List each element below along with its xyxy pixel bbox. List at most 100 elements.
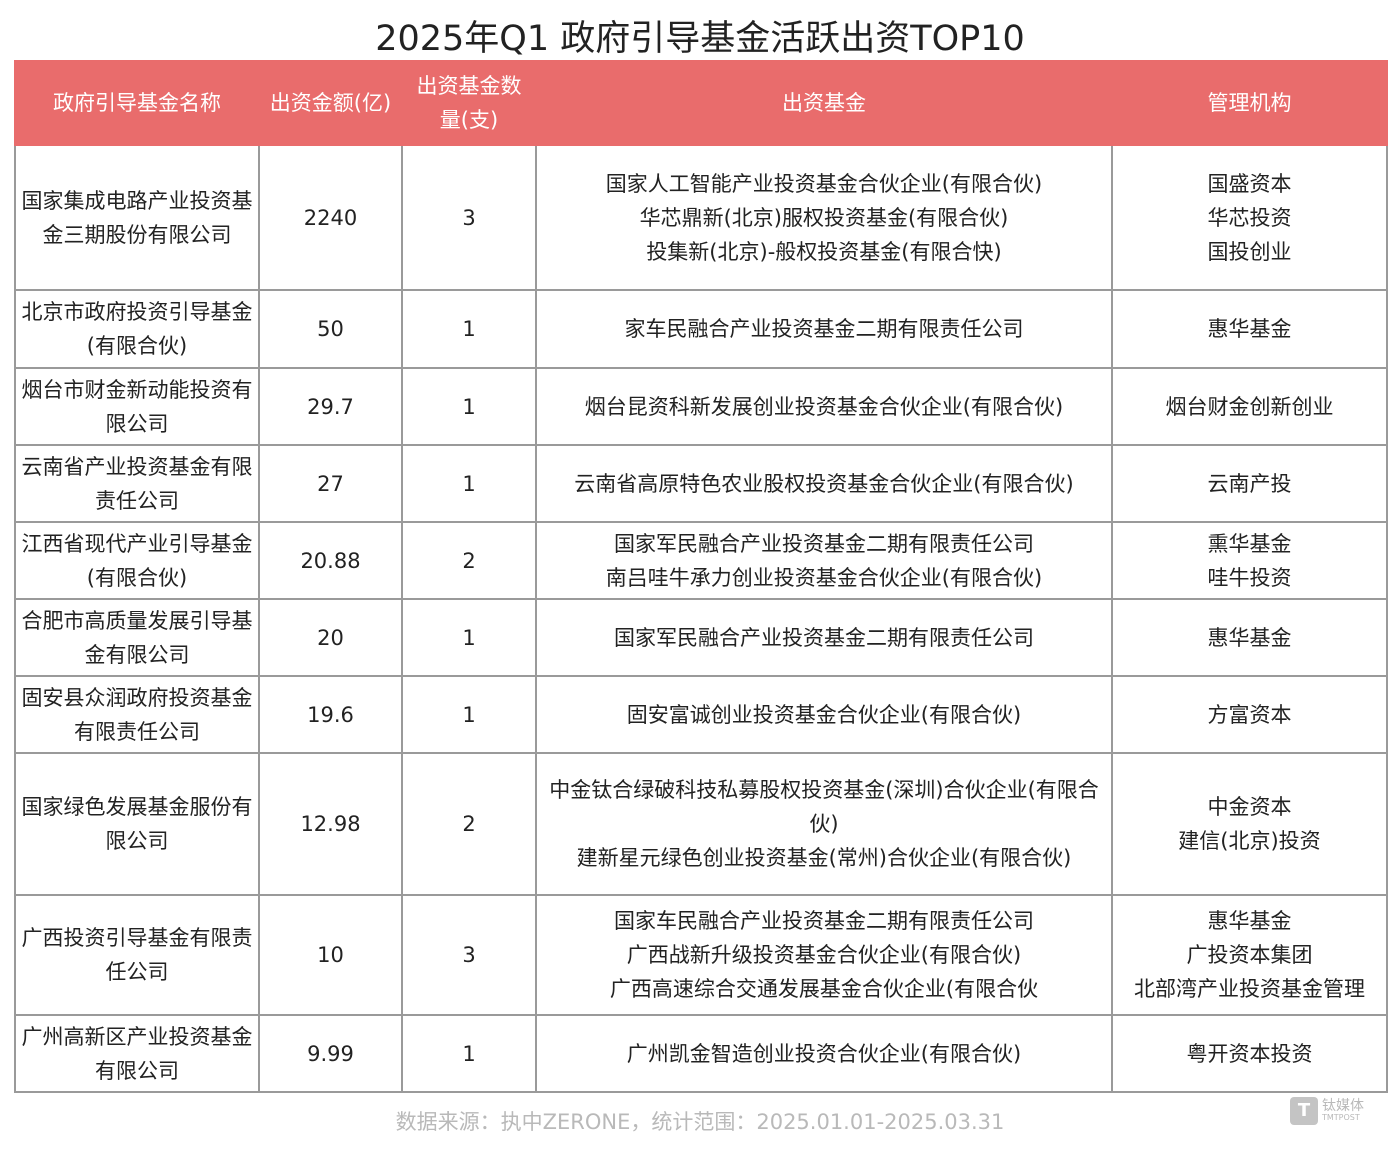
table-row: 合肥市高质量发展引导基金有限公司 20 1 国家军民融合产业投资基金二期有限责任公司 惠…	[14, 598, 1388, 677]
header-cell: 出资基金数量(支)	[401, 60, 537, 146]
table-cell: 广州高新区产业投资基金有限公司	[14, 1014, 260, 1093]
table-cell: 家车民融合产业投资基金二期有限责任公司	[535, 289, 1113, 369]
table-cell: 国家绿色发展基金服份有限公司	[14, 752, 260, 896]
cell-line: 国投创业	[1207, 239, 1292, 264]
table-cell: 2	[401, 521, 537, 600]
table-cell: 1	[401, 675, 537, 754]
header-cell: 政府引导基金名称	[14, 60, 260, 146]
cell-line: 家车民融合产业投资基金二期有限责任公司	[624, 317, 1024, 341]
cell-line: 南吕哇牛承力创业投资基金合伙企业(有限合伙)	[605, 565, 1043, 590]
cell-line: 建信(北京)投资	[1178, 829, 1321, 853]
table-row: 云南省产业投资基金有限责任公司 27 1 云南省高原特色农业股权投资基金合伙企业(有限…	[14, 444, 1388, 523]
cell-line: 粤开资本投资	[1186, 1041, 1313, 1066]
table-cell: 1	[401, 367, 537, 446]
table-row: 国家集成电路产业投资基金三期股份有限公司 2240 3 国家人工智能产业投资基金合伙企…	[14, 144, 1388, 291]
table-cell: 广州凯金智造创业投资合伙企业(有限合伙)	[535, 1014, 1113, 1093]
table-cell: 北京市政府投资引导基金(有限合伙)	[14, 289, 260, 369]
cell-line: 云南产投	[1207, 471, 1292, 496]
table-cell: 10	[258, 894, 403, 1016]
table-cell: 国家人工智能产业投资基金合伙企业(有限合伙) 华芯鼎新(北京)服权投资基金(有限合…	[535, 144, 1113, 291]
logo-icon: T	[1290, 1097, 1318, 1125]
table-row: 广西投资引导基金有限责任公司 10 3 国家车民融合产业投资基金二期有限责任公司 广西战…	[14, 894, 1388, 1016]
table-cell: 1	[401, 598, 537, 677]
table-row: 固安县众润政府投资基金有限责任公司 19.6 1 固安富诚创业投资基金合伙企业(有限合…	[14, 675, 1388, 754]
table-cell: 20.88	[258, 521, 403, 600]
table-cell: 国家军民融合产业投资基金二期有限责任公司	[535, 598, 1113, 677]
cell-line: 惠华基金	[1207, 625, 1292, 650]
table-cell: 中金资本建信(北京)投资	[1111, 752, 1388, 896]
table-cell: 江西省现代产业引导基金(有限合伙)	[14, 521, 260, 600]
cell-line: 广投资本集团	[1186, 943, 1313, 967]
table-cell: 熏华基金 哇牛投资	[1111, 521, 1388, 600]
table-cell: 50	[258, 289, 403, 369]
table-row: 北京市政府投资引导基金(有限合伙) 50 1 家车民融合产业投资基金二期有限责任公司 惠…	[14, 289, 1388, 369]
cell-line: 云南省高原特色农业股权投资基金合伙企业(有限合伙)	[574, 471, 1074, 496]
cell-line: 方富资本	[1207, 702, 1292, 727]
table-cell: 27	[258, 444, 403, 523]
table-cell: 1	[401, 444, 537, 523]
header-cell: 管理机构	[1111, 60, 1388, 146]
table-cell: 云南产投	[1111, 444, 1388, 523]
cell-line: 惠华基金	[1207, 317, 1292, 341]
table-cell: 1	[401, 1014, 537, 1093]
table-cell: 广西投资引导基金有限责任公司	[14, 894, 260, 1016]
table-cell: 粤开资本投资	[1111, 1014, 1388, 1093]
table-cell: 合肥市高质量发展引导基金有限公司	[14, 598, 260, 677]
table-row: 广州高新区产业投资基金有限公司 9.99 1 广州凯金智造创业投资合伙企业(有限合伙)…	[14, 1014, 1388, 1093]
table-cell: 12.98	[258, 752, 403, 896]
table-body: 国家集成电路产业投资基金三期股份有限公司 2240 3 国家人工智能产业投资基金合伙企…	[14, 144, 1388, 1093]
cell-line: 广州凯金智造创业投资合伙企业(有限合伙)	[626, 1041, 1022, 1066]
cell-line: 广西高速综合交通发展基金合伙企业(有限合伙	[609, 977, 1039, 1001]
table-cell: 1	[401, 289, 537, 369]
header-row: 政府引导基金名称 出资金额(亿) 出资基金数量(支) 出资基金 管理机构	[14, 60, 1388, 146]
cell-line: 北部湾产业投资基金管理	[1134, 977, 1365, 1001]
table: 政府引导基金名称 出资金额(亿) 出资基金数量(支) 出资基金 管理机构 国家集成电路产…	[14, 60, 1388, 1093]
table-row: 烟台市财金新动能投资有限公司 29.7 1 烟台昆资科新发展创业投资基金合伙企业(有限…	[14, 367, 1388, 446]
footer: 数据来源：执中ZERONE，统计范围：2025.01.01-2025.03.31	[395, 1110, 1005, 1134]
cell-line: 固安富诚创业投资基金合伙企业(有限合伙)	[626, 702, 1022, 727]
cell-line: 哇牛投资	[1207, 565, 1292, 590]
table-cell: 云南省产业投资基金有限责任公司	[14, 444, 260, 523]
table-cell: 云南省高原特色农业股权投资基金合伙企业(有限合伙)	[535, 444, 1113, 523]
table-row: 国家绿色发展基金服份有限公司 12.98 2 中金钛合绿破科技私募股权投资基金(深圳)…	[14, 752, 1388, 896]
cell-line: 国盛资本	[1207, 171, 1292, 196]
table-cell: 20	[258, 598, 403, 677]
table-cell: 国家车民融合产业投资基金二期有限责任公司 广西战新升级投资基金合伙企业(有限合伙)…	[535, 894, 1113, 1016]
title: 2025年Q1 政府引导基金活跃出资TOP10	[375, 19, 1025, 59]
table-cell: 惠华基金	[1111, 289, 1388, 369]
logo-name: 钛媒体	[1322, 1098, 1364, 1114]
table-cell: 烟台昆资科新发展创业投资基金合伙企业(有限合伙)	[535, 367, 1113, 446]
cell-line: 国家军民融合产业投资基金二期有限责任公司	[614, 625, 1034, 650]
table-cell: 方富资本	[1111, 675, 1388, 754]
table-cell: 29.7	[258, 367, 403, 446]
table-cell: 2	[401, 752, 537, 896]
header-cell: 出资基金	[535, 60, 1113, 146]
table-cell: 国家军民融合产业投资基金二期有限责任公司 南吕哇牛承力创业投资基金合伙企业(有限合…	[535, 521, 1113, 600]
table-cell: 固安县众润政府投资基金有限责任公司	[14, 675, 260, 754]
table-row: 江西省现代产业引导基金(有限合伙) 20.88 2 国家军民融合产业投资基金二期有限责…	[14, 521, 1388, 600]
cell-line: 建新星元绿色创业投资基金(常州)合伙企业(有限合伙)	[576, 846, 1072, 870]
cell-line: 国家人工智能产业投资基金合伙企业(有限合伙)	[605, 171, 1043, 196]
cell-line: 华芯鼎新(北京)服权投资基金(有限合伙)	[639, 205, 1009, 230]
cell-line: 广西战新升级投资基金合伙企业(有限合伙)	[626, 943, 1022, 967]
cell-line: 中金资本	[1207, 795, 1292, 819]
table-cell: 2240	[258, 144, 403, 291]
table-cell: 国盛资本华芯投资国投创业	[1111, 144, 1388, 291]
cell-line: 惠华基金	[1207, 909, 1292, 933]
logo-sub: TMTPOST	[1322, 1113, 1360, 1122]
table-cell: 中金钛合绿破科技私募股权投资基金(深圳)合伙企业(有限合伙) 建新星元绿色创业投资…	[535, 752, 1113, 896]
table-cell: 国家集成电路产业投资基金三期股份有限公司	[14, 144, 260, 291]
table-cell: 固安富诚创业投资基金合伙企业(有限合伙)	[535, 675, 1113, 754]
cell-line: 熏华基金	[1207, 531, 1292, 556]
cell-line: 中金钛合绿破科技私募股权投资基金(深圳)合伙企业(有限合伙)	[549, 778, 1099, 836]
cell-line: 国家车民融合产业投资基金二期有限责任公司	[614, 909, 1034, 933]
cell-line: 投集新(北京)-般权投资基金(有限合快)	[646, 239, 1002, 264]
cell-line: 国家军民融合产业投资基金二期有限责任公司	[614, 531, 1034, 556]
logo: T 钛媒体 TMTPOST	[1290, 1097, 1364, 1125]
cell-line: 华芯投资	[1207, 205, 1292, 230]
table-cell: 9.99	[258, 1014, 403, 1093]
table-cell: 惠华基金	[1111, 598, 1388, 677]
table-cell: 惠华基金广投资本集团北部湾产业投资基金管理	[1111, 894, 1388, 1016]
header-cell: 出资金额(亿)	[258, 60, 403, 146]
